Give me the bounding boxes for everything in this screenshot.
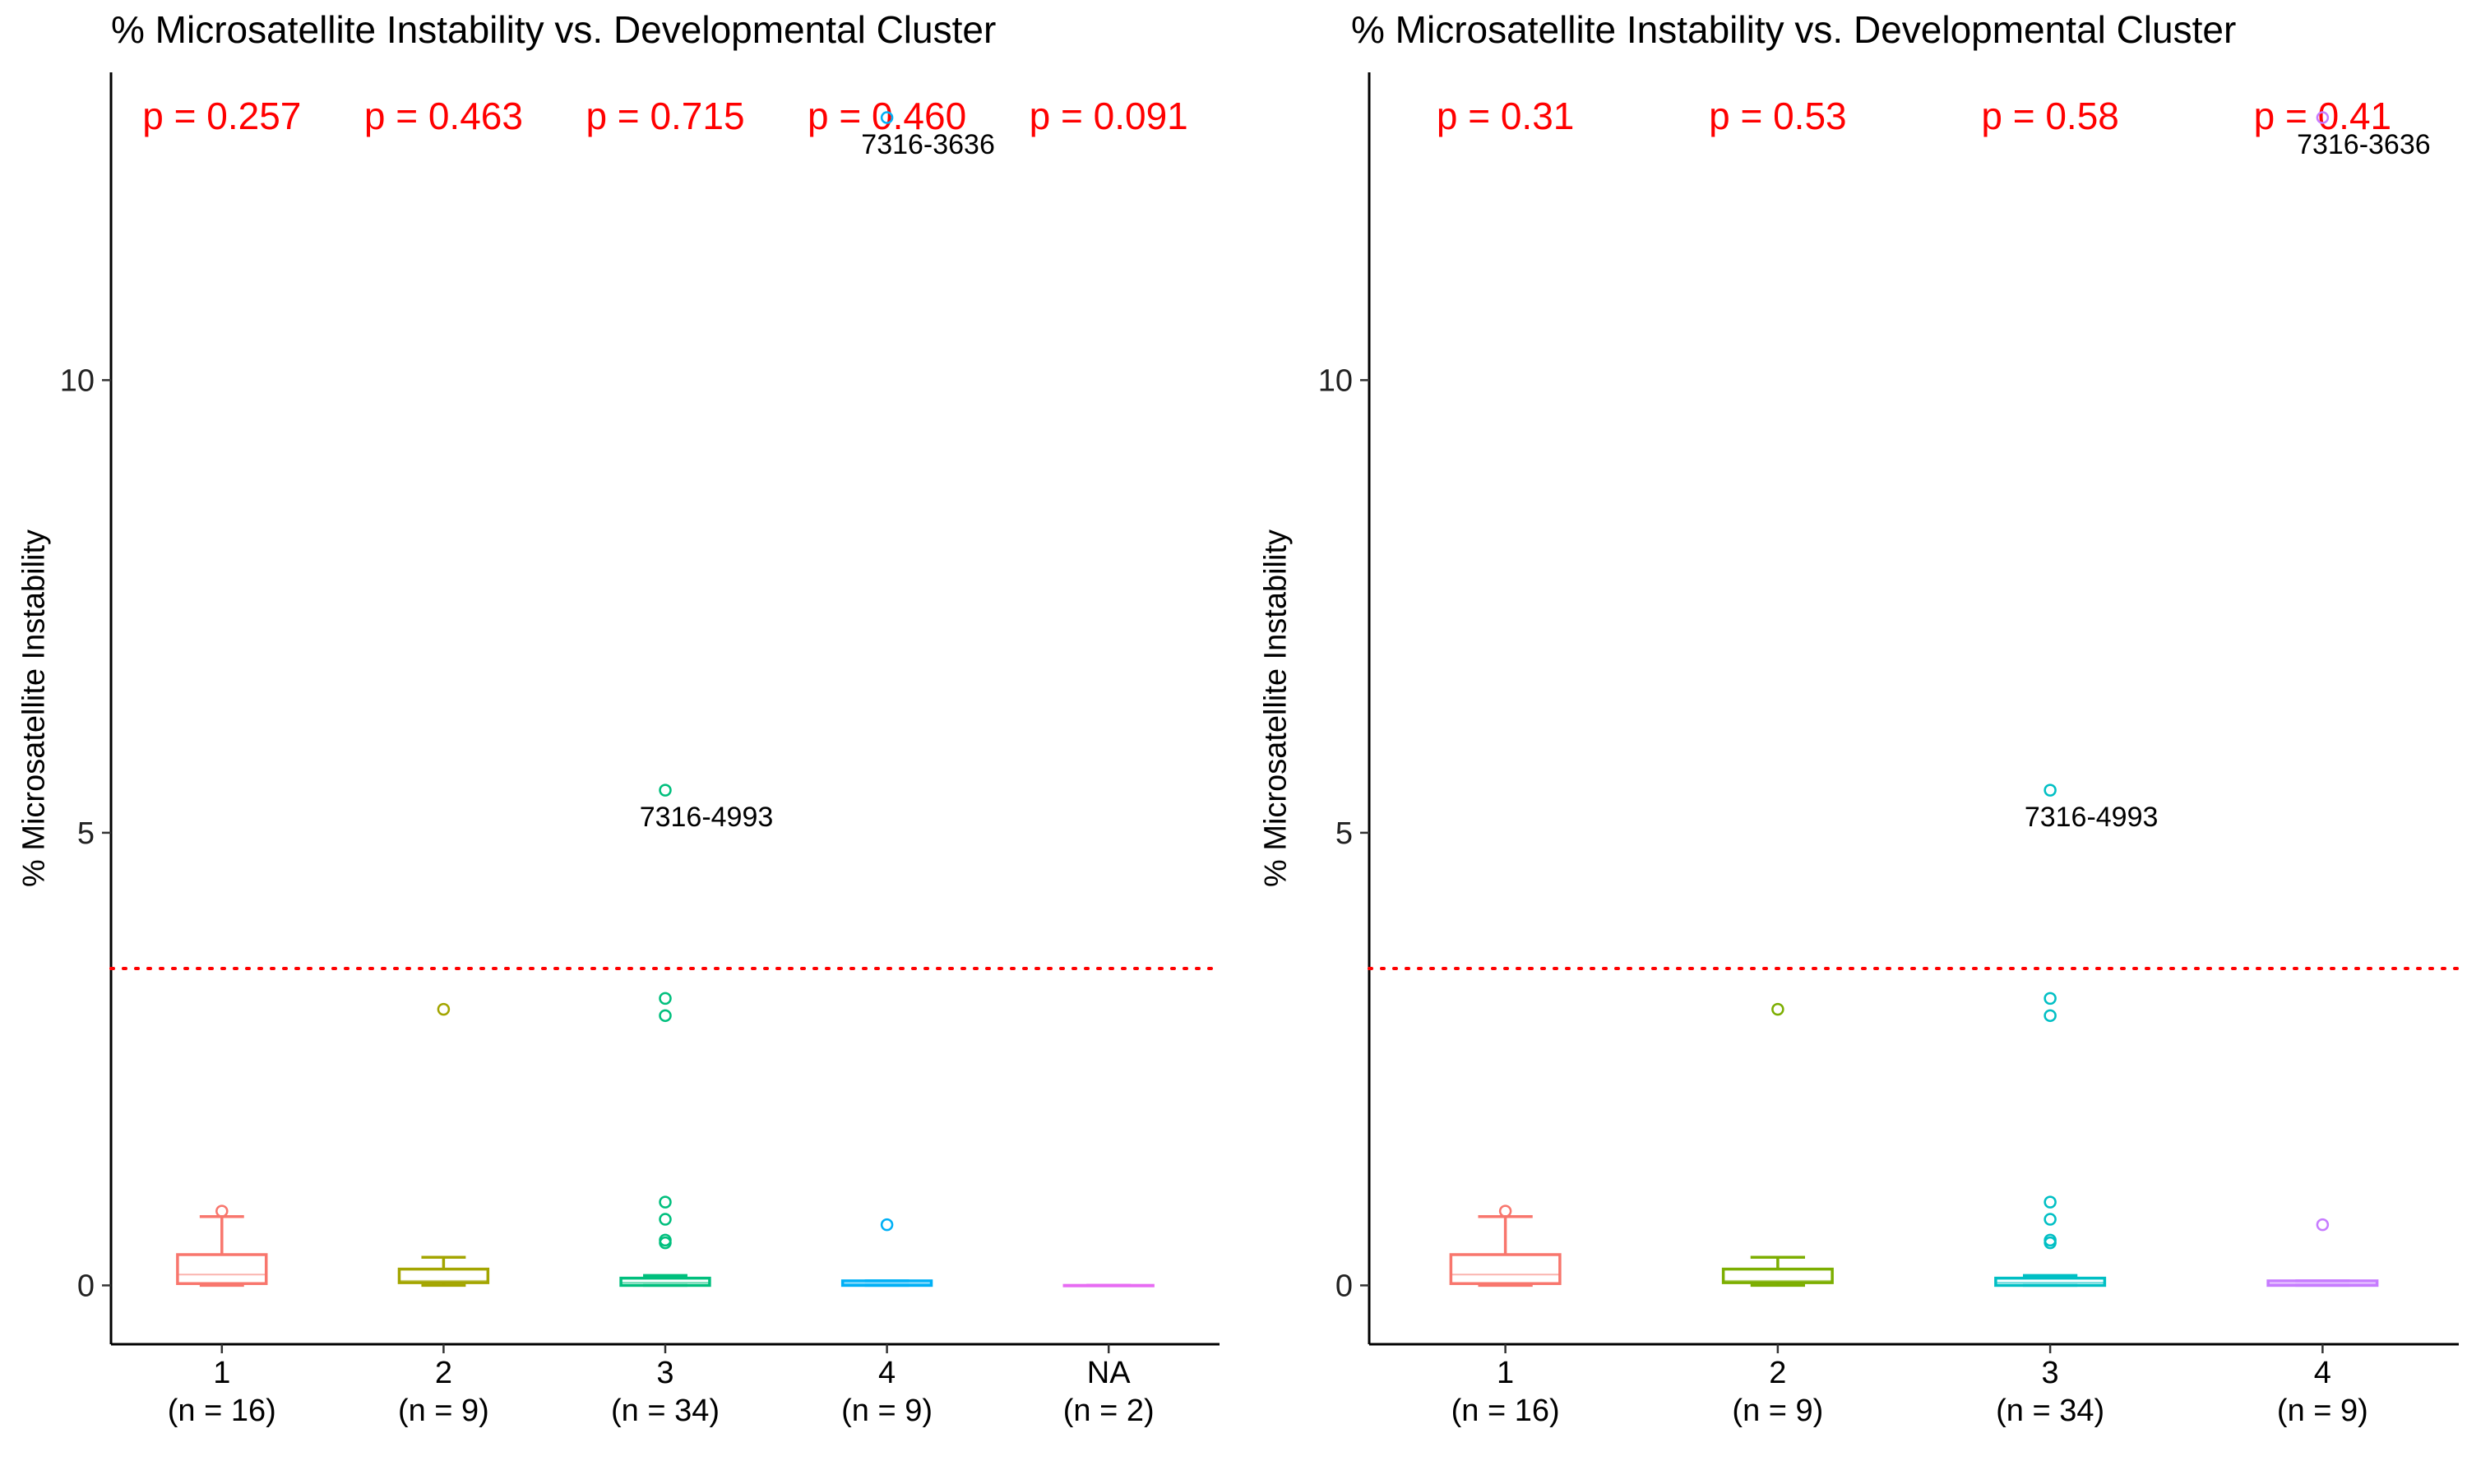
p-value-label: p = 0.091	[1030, 95, 1188, 137]
x-tick-label: NA	[1087, 1356, 1131, 1390]
box-group-na: NA (n = 2) p = 0.091	[1030, 95, 1188, 1428]
x-tick-label: 3	[656, 1356, 673, 1390]
p-value-label: p = 0.31	[1437, 95, 1575, 137]
x-tick-label: 2	[1769, 1356, 1786, 1390]
box-iqr	[1994, 1276, 2107, 1288]
y-tick-label: 10	[1318, 364, 1353, 399]
x-tick-n-label: (n = 34)	[611, 1394, 720, 1428]
p-value-label: p = 0.463	[364, 95, 523, 137]
box-iqr	[1721, 1267, 1834, 1284]
box-group-3: 3 (n = 34) p = 0.58	[1981, 95, 2119, 1428]
outlier-point	[659, 784, 672, 797]
chart-title: % Microsatellite Instability vs. Develop…	[111, 8, 996, 51]
outlier-label: 7316-3636	[2297, 129, 2431, 160]
box-iqr	[619, 1276, 711, 1288]
panel-left: % Microsatellite Instability vs. Develop…	[16, 8, 1221, 1428]
outlier-point	[215, 1204, 229, 1218]
outlier-point	[2043, 1213, 2057, 1226]
chart-title: % Microsatellite Instability vs. Develop…	[1351, 8, 2236, 51]
x-tick-n-label: (n = 9)	[1732, 1394, 1823, 1428]
box-iqr	[176, 1253, 268, 1285]
outlier-point	[659, 1213, 672, 1226]
outlier-point	[659, 1195, 672, 1209]
box-iqr	[397, 1267, 490, 1284]
p-value-label: p = 0.257	[142, 95, 301, 137]
x-tick-n-label: (n = 16)	[1451, 1394, 1560, 1428]
box-group-4: 4 (n = 9) p = 0.460	[808, 95, 966, 1428]
y-axis-label: % Microsatellite Instability	[1258, 529, 1293, 887]
y-tick-label: 10	[60, 364, 95, 399]
box-group-1: 1 (n = 16) p = 0.257	[142, 95, 301, 1428]
x-tick-n-label: (n = 2)	[1063, 1394, 1155, 1428]
box-group-1: 1 (n = 16) p = 0.31	[1437, 95, 1575, 1428]
outlier-point	[2043, 1009, 2057, 1023]
box-iqr	[1449, 1253, 1562, 1285]
p-value-label: p = 0.41	[2254, 95, 2392, 137]
x-tick-n-label: (n = 16)	[168, 1394, 276, 1428]
p-value-label: p = 0.460	[808, 95, 966, 137]
y-axis-label: % Microsatellite Instability	[16, 529, 51, 887]
outlier-point	[2043, 1195, 2057, 1209]
p-value-label: p = 0.715	[586, 95, 744, 137]
x-tick-label: 3	[2042, 1356, 2059, 1390]
x-tick-n-label: (n = 9)	[398, 1394, 489, 1428]
x-tick-n-label: (n = 9)	[841, 1394, 933, 1428]
y-tick-label: 5	[1335, 816, 1353, 851]
outlier-label: 7316-4993	[2025, 802, 2159, 833]
outlier-point	[2043, 992, 2057, 1006]
outlier-point	[2316, 111, 2330, 124]
y-tick-label: 0	[1335, 1269, 1353, 1304]
outlier-point	[659, 1233, 672, 1247]
outlier-point	[1771, 1002, 1784, 1016]
outlier-point	[880, 1218, 894, 1232]
p-value-label: p = 0.53	[1709, 95, 1847, 137]
outlier-point	[437, 1002, 451, 1016]
x-tick-label: 4	[878, 1356, 896, 1390]
box-group-2: 2 (n = 9) p = 0.463	[364, 95, 523, 1428]
outlier-point	[2043, 1233, 2057, 1247]
x-tick-label: 2	[435, 1356, 452, 1390]
box-group-2: 2 (n = 9) p = 0.53	[1709, 95, 1847, 1428]
y-tick-label: 0	[77, 1269, 95, 1304]
outlier-label: 7316-3636	[861, 129, 995, 160]
outlier-label: 7316-4993	[640, 802, 774, 833]
outlier-point	[1498, 1204, 1512, 1218]
x-tick-n-label: (n = 34)	[1996, 1394, 2104, 1428]
outlier-point	[2316, 1218, 2330, 1232]
outlier-point	[880, 111, 894, 124]
y-tick-label: 5	[77, 816, 95, 851]
outlier-point	[2043, 784, 2057, 797]
outlier-point	[659, 992, 672, 1006]
p-value-label: p = 0.58	[1981, 95, 2119, 137]
panel-right: % Microsatellite Instability vs. Develop…	[1258, 8, 2460, 1428]
x-tick-label: 4	[2314, 1356, 2331, 1390]
x-tick-n-label: (n = 9)	[2277, 1394, 2368, 1428]
x-tick-label: 1	[1497, 1356, 1514, 1390]
box-group-4: 4 (n = 9) p = 0.41	[2254, 95, 2392, 1428]
outlier-point	[659, 1009, 672, 1023]
x-tick-label: 1	[213, 1356, 230, 1390]
box-group-3: 3 (n = 34) p = 0.715	[586, 95, 744, 1428]
